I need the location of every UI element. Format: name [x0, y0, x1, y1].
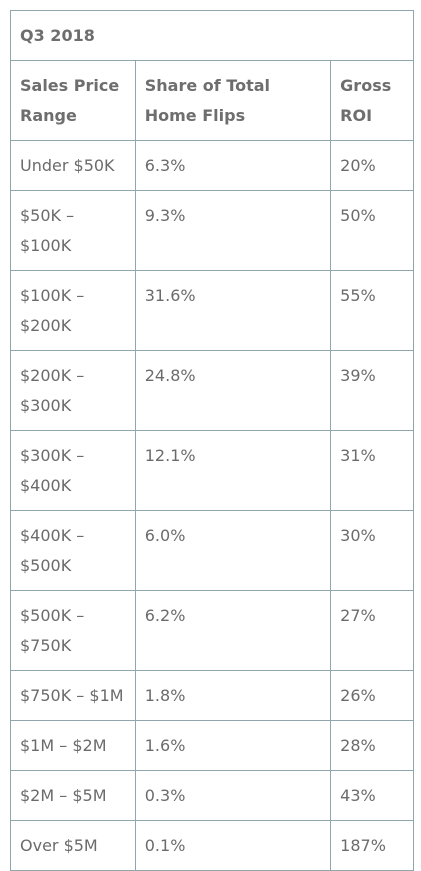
table-row: $100K – $200K 31.6% 55% — [10, 270, 414, 351]
header-sales-price-range: Sales Price Range — [10, 60, 136, 141]
share-cell: 12.1% — [134, 430, 332, 511]
price-range-cell: $200K – $300K — [10, 350, 136, 431]
price-range-cell: $500K – $750K — [10, 590, 136, 671]
price-range-cell: $1M – $2M — [10, 720, 136, 771]
table-row: $200K – $300K 24.8% 39% — [10, 350, 414, 431]
price-range-cell: $50K – $100K — [10, 190, 136, 271]
price-range-cell: $2M – $5M — [10, 770, 136, 821]
table-row: $300K – $400K 12.1% 31% — [10, 430, 414, 511]
header-gross-roi: Gross ROI — [330, 60, 414, 141]
table-row: $2M – $5M 0.3% 43% — [10, 770, 414, 821]
table-row: Over $5M 0.1% 187% — [10, 820, 414, 871]
price-range-cell: $750K – $1M — [10, 670, 136, 721]
share-cell: 6.3% — [134, 140, 332, 191]
share-cell: 6.0% — [134, 510, 332, 591]
caption-row: Q3 2018 — [10, 10, 414, 61]
share-cell: 1.8% — [134, 670, 332, 721]
price-range-cell: $300K – $400K — [10, 430, 136, 511]
table-caption: Q3 2018 — [10, 10, 414, 61]
roi-cell: 55% — [330, 270, 414, 351]
roi-cell: 43% — [330, 770, 414, 821]
table-row: $1M – $2M 1.6% 28% — [10, 720, 414, 771]
share-cell: 24.8% — [134, 350, 332, 431]
share-cell: 0.3% — [134, 770, 332, 821]
roi-cell: 28% — [330, 720, 414, 771]
table-row: $400K – $500K 6.0% 30% — [10, 510, 414, 591]
price-range-cell: Over $5M — [10, 820, 136, 871]
roi-cell: 187% — [330, 820, 414, 871]
roi-cell: 20% — [330, 140, 414, 191]
table-row: Under $50K 6.3% 20% — [10, 140, 414, 191]
roi-cell: 39% — [330, 350, 414, 431]
roi-cell: 26% — [330, 670, 414, 721]
table-row: $50K – $100K 9.3% 50% — [10, 190, 414, 271]
share-cell: 0.1% — [134, 820, 332, 871]
share-cell: 31.6% — [134, 270, 332, 351]
roi-cell: 31% — [330, 430, 414, 511]
header-share-of-flips: Share of Total Home Flips — [134, 60, 332, 141]
table-row: $500K – $750K 6.2% 27% — [10, 590, 414, 671]
data-table-container: Q3 2018 Sales Price Range Share of Total… — [10, 10, 414, 871]
table-row: $750K – $1M 1.8% 26% — [10, 670, 414, 721]
roi-cell: 27% — [330, 590, 414, 671]
price-range-cell: $100K – $200K — [10, 270, 136, 351]
price-range-cell: Under $50K — [10, 140, 136, 191]
roi-cell: 30% — [330, 510, 414, 591]
roi-cell: 50% — [330, 190, 414, 271]
share-cell: 6.2% — [134, 590, 332, 671]
home-flips-table: Q3 2018 Sales Price Range Share of Total… — [10, 10, 414, 871]
header-row: Sales Price Range Share of Total Home Fl… — [10, 60, 414, 141]
share-cell: 9.3% — [134, 190, 332, 271]
share-cell: 1.6% — [134, 720, 332, 771]
price-range-cell: $400K – $500K — [10, 510, 136, 591]
